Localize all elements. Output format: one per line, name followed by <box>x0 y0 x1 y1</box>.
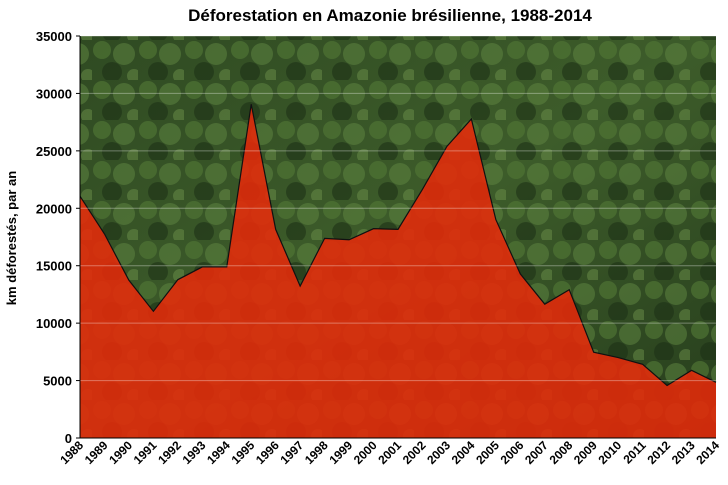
area-outline <box>79 104 717 387</box>
x-tick-label: 1992 <box>155 438 184 467</box>
x-tick-label: 2001 <box>375 438 404 467</box>
y-tick-label: 25000 <box>36 144 72 159</box>
x-tick-label: 2003 <box>424 438 453 467</box>
x-tick-label: 2004 <box>449 438 478 467</box>
y-tick-label: 0 <box>65 431 72 446</box>
y-tick-label: 35000 <box>36 29 72 44</box>
x-tick-label: 1995 <box>229 438 258 467</box>
y-tick-label: 5000 <box>43 374 72 389</box>
x-tick-label: 2011 <box>620 438 649 467</box>
x-tick-label: 2010 <box>595 438 624 467</box>
x-tick-label: 1996 <box>253 438 282 467</box>
x-tick-label: 2009 <box>571 438 600 467</box>
chart-title: Déforestation en Amazonie brésilienne, 1… <box>188 6 592 25</box>
y-axis-label: km déforestés, par an <box>4 171 19 305</box>
x-tick-label: 1989 <box>82 438 111 467</box>
x-tick-label: 2002 <box>400 438 429 467</box>
x-tick-label: 1993 <box>180 438 209 467</box>
x-tick-label: 2000 <box>351 438 380 467</box>
y-tick-label: 10000 <box>36 316 72 331</box>
x-tick-label: 1988 <box>57 438 86 467</box>
x-tick-label: 2005 <box>473 438 502 467</box>
x-tick-label: 1990 <box>106 438 135 467</box>
x-tick-label: 2008 <box>547 438 576 467</box>
x-tick-label: 1997 <box>277 438 306 467</box>
x-tick-label: 1991 <box>131 438 160 467</box>
y-tick-label: 20000 <box>36 201 72 216</box>
y-tick-label: 15000 <box>36 259 72 274</box>
x-tick-label: 2014 <box>693 438 722 467</box>
x-tick-label: 1994 <box>204 438 233 467</box>
y-tick-label: 30000 <box>36 86 72 101</box>
x-tick-label: 2013 <box>669 438 698 467</box>
x-tick-label: 2006 <box>498 438 527 467</box>
x-tick-label: 2012 <box>644 438 673 467</box>
x-tick-label: 2007 <box>522 438 551 467</box>
x-tick-label: 1998 <box>302 438 331 467</box>
x-tick-label: 1999 <box>326 438 355 467</box>
